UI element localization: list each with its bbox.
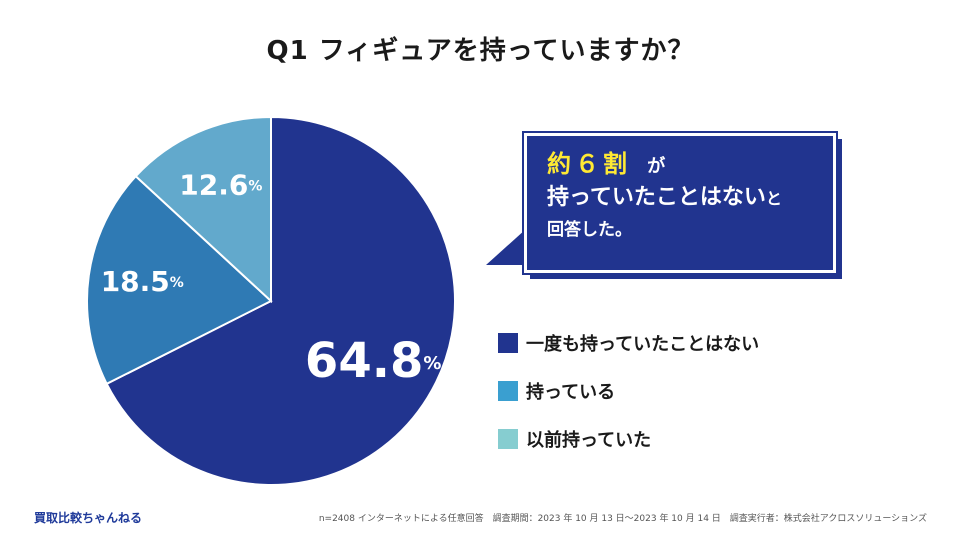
- legend: 一度も持っていたことはない 持っている 以前持っていた: [498, 331, 759, 475]
- legend-swatch: [498, 381, 518, 401]
- legend-swatch: [498, 429, 518, 449]
- pie-chart: 64.8%18.5%12.6%: [86, 115, 456, 486]
- survey-note: n=2408 インターネットによる任意回答 調査期間：2023 年 10 月 1…: [318, 514, 927, 524]
- slice-data-label: 64.8%: [305, 333, 441, 389]
- legend-label: 一度も持っていたことはない: [526, 334, 760, 355]
- brand-name: 買取比較ちゃんねる: [34, 511, 143, 525]
- legend-label: 持っている: [526, 382, 616, 403]
- callout-line-2: 持っていたことはない: [547, 185, 766, 210]
- legend-swatch: [498, 333, 518, 353]
- callout-pointer: [486, 229, 526, 265]
- chart-title: Q1 フィギュアを持っていますか？: [266, 36, 695, 66]
- callout-highlight: 約６割: [547, 150, 631, 178]
- legend-item: 持っている: [498, 379, 759, 403]
- pie-slice: [134, 115, 272, 304]
- legend-item: 以前持っていた: [498, 427, 759, 451]
- legend-item: 一度も持っていたことはない: [498, 331, 759, 355]
- callout-line-3: 回答した。: [547, 220, 632, 240]
- pie-slice: [105, 115, 456, 486]
- pie-slice: [86, 174, 273, 386]
- legend-label: 以前持っていた: [526, 430, 652, 451]
- callout-suffix-2: と: [765, 189, 782, 208]
- callout-suffix-1: が: [647, 156, 666, 177]
- callout-box: 約６割 が 持っていたことはないと 回答した。: [522, 131, 838, 275]
